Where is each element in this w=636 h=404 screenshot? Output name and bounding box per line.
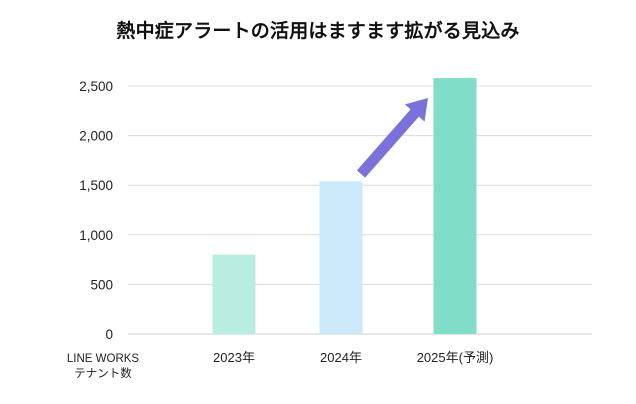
- x-tick-label: 2023年: [213, 350, 255, 365]
- chart-title: 熱中症アラートの活用はますます拡がる見込み: [116, 20, 520, 42]
- y-axis-caption-line: テナント数: [74, 366, 132, 380]
- bar: [212, 254, 256, 334]
- y-axis-ticks: 0 500 1,000 1,500 2,000 2,500: [79, 79, 113, 342]
- growth-arrow-shape: [356, 98, 428, 178]
- bars: [212, 78, 477, 335]
- bar: [433, 78, 477, 335]
- y-tick-label: 2,500: [79, 79, 113, 94]
- y-tick-label: 1,500: [79, 178, 113, 193]
- x-tick-label: 2024年: [320, 350, 362, 365]
- y-axis-caption-line: LINE WORKS: [67, 353, 140, 365]
- growth-arrow: [356, 98, 428, 178]
- x-axis-labels: 2023年 2024年 2025年(予測): [213, 350, 493, 365]
- y-tick-label: 0: [105, 327, 113, 342]
- x-tick-label: 2025年(予測): [417, 350, 494, 365]
- bar: [319, 181, 363, 334]
- y-tick-label: 500: [90, 277, 113, 292]
- y-tick-label: 2,000: [79, 129, 113, 144]
- y-tick-label: 1,000: [79, 228, 113, 243]
